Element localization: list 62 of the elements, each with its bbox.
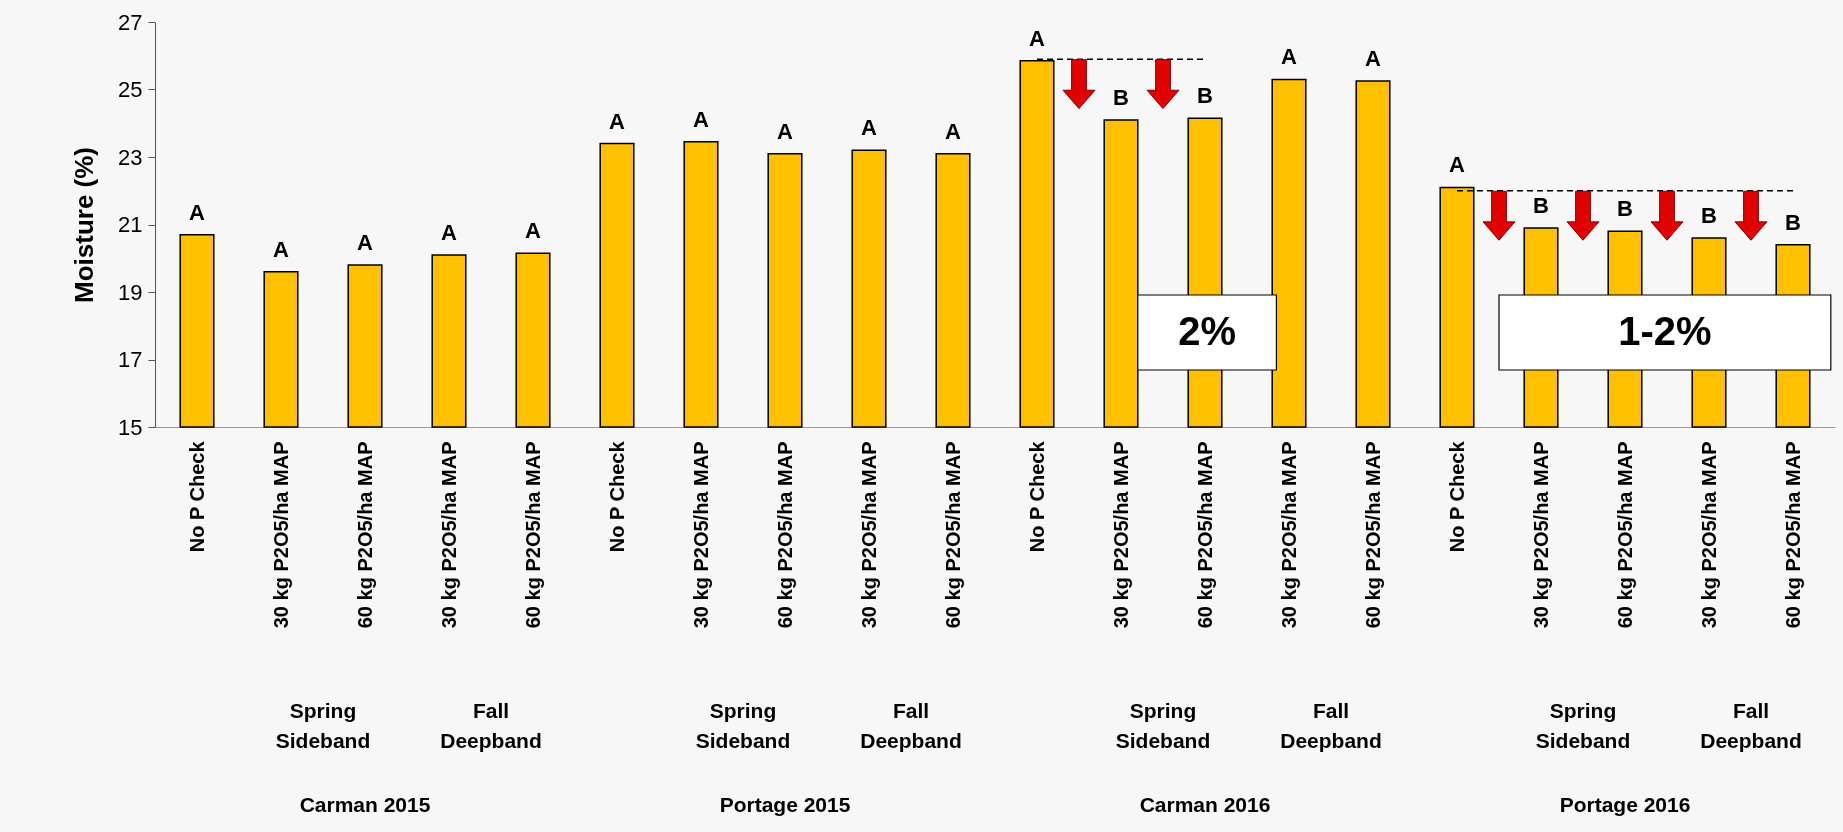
data-label: B	[1197, 83, 1213, 109]
text: Fall Deepband	[1700, 699, 1802, 752]
annotation: 2%	[1178, 308, 1237, 353]
data-label: A	[945, 118, 962, 144]
text: Carman 2016	[1139, 793, 1271, 816]
x-tick-label: No P Check	[185, 440, 208, 553]
y-axis-title: Moisture (%)	[69, 147, 100, 303]
x-tick-label: 30 kg P2O5/ha MAP	[857, 441, 880, 629]
data-label: B	[1785, 209, 1801, 235]
y-tick-label: 17	[118, 347, 143, 372]
x-tick-label: 30 kg P2O5/ha MAP	[1109, 441, 1132, 629]
data-label: B	[1113, 84, 1129, 110]
x-tick-label: 60 kg P2O5/ha MAP	[941, 441, 964, 629]
x-tick-label: 60 kg P2O5/ha MAP	[1613, 441, 1636, 629]
y-tick-label: 19	[118, 279, 143, 305]
data-label: A	[1029, 25, 1046, 51]
data-label: B	[1617, 196, 1633, 222]
x-tick-label: 30 kg P2O5/ha MAP	[689, 441, 712, 629]
x-tick-label: No P Check	[605, 440, 628, 553]
text: Fall Deepband	[860, 699, 962, 752]
x-tick-label: No P Check	[1025, 440, 1048, 553]
x-tick-label: 60 kg P2O5/ha MAP	[1193, 441, 1216, 629]
text: Spring Sideband	[1115, 699, 1211, 752]
text: Carman 2015	[299, 793, 431, 816]
text: Spring Sideband	[695, 699, 791, 752]
x-tick-label: No P Check	[1445, 440, 1468, 553]
data-label: A	[693, 106, 710, 132]
data-label: B	[1701, 203, 1717, 228]
data-label: A	[273, 236, 290, 262]
x-tick-label: 30 kg P2O5/ha MAP	[269, 441, 292, 629]
data-label: A	[189, 199, 206, 225]
y-tick-label: 25	[118, 77, 143, 102]
annotation: 1-2%	[1618, 308, 1712, 353]
x-tick-label: 60 kg P2O5/ha MAP	[353, 441, 376, 629]
text: Fall Deepband	[440, 699, 542, 752]
y-tick-label: 21	[118, 212, 143, 237]
text: Spring Sideband	[275, 699, 371, 752]
x-tick-label: 30 kg P2O5/ha MAP	[1529, 441, 1552, 629]
data-label: A	[1281, 44, 1298, 70]
data-label: A	[357, 230, 374, 255]
text: Spring Sideband	[1535, 699, 1631, 752]
y-tick-label: 23	[118, 144, 143, 170]
data-label: A	[525, 218, 542, 244]
data-label: A	[441, 219, 458, 245]
data-label: A	[861, 115, 878, 141]
x-tick-label: 60 kg P2O5/ha MAP	[1361, 441, 1384, 629]
x-tick-label: 30 kg P2O5/ha MAP	[1697, 441, 1720, 629]
x-tick-label: 30 kg P2O5/ha MAP	[437, 441, 460, 629]
data-label: A	[777, 118, 794, 144]
text: Portage 2016	[1559, 793, 1691, 816]
text: Portage 2015	[719, 793, 851, 816]
y-tick-label: 27	[118, 9, 143, 35]
data-label: B	[1533, 192, 1549, 218]
x-tick-label: 60 kg P2O5/ha MAP	[521, 441, 544, 629]
data-label: A	[609, 108, 626, 134]
y-tick-label: 15	[118, 414, 143, 440]
x-tick-label: 60 kg P2O5/ha MAP	[773, 441, 796, 629]
data-label: A	[1365, 46, 1382, 72]
x-tick-label: 30 kg P2O5/ha MAP	[1277, 441, 1300, 629]
text: Fall Deepband	[1280, 699, 1382, 752]
x-tick-label: 60 kg P2O5/ha MAP	[1781, 441, 1804, 629]
data-label: A	[1449, 152, 1466, 178]
